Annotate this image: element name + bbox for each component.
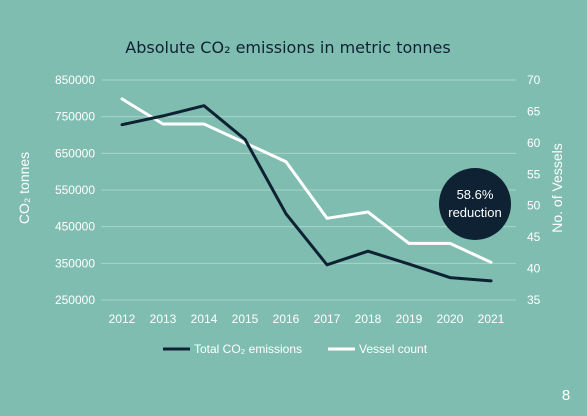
right-axis-title: No. of Vessels bbox=[549, 143, 565, 233]
left-tick-label-4: 450000 bbox=[55, 220, 95, 234]
right-tick-label-6: 40 bbox=[527, 262, 541, 276]
right-tick-label-3: 55 bbox=[527, 167, 541, 181]
x-tick-label-2015: 2015 bbox=[232, 312, 259, 326]
series-lines bbox=[120, 97, 493, 283]
left-tick-label-0: 850000 bbox=[55, 73, 95, 87]
series-line-emissions bbox=[120, 104, 493, 283]
right-tick-label-2: 60 bbox=[527, 136, 541, 150]
x-tick-label-2014: 2014 bbox=[191, 312, 218, 326]
x-tick-label-2020: 2020 bbox=[437, 312, 464, 326]
left-tick-label-3: 550000 bbox=[55, 183, 95, 197]
x-tick-label-2012: 2012 bbox=[109, 312, 136, 326]
right-tick-label-0: 70 bbox=[527, 73, 541, 87]
legend: Total CO₂ emissions Vessel count bbox=[163, 342, 428, 356]
left-tick-label-2: 650000 bbox=[55, 146, 95, 160]
left-tick-label-1: 750000 bbox=[55, 110, 95, 124]
gridlines bbox=[101, 79, 516, 301]
chart-title: Absolute CO₂ emissions in metric tonnes bbox=[125, 38, 450, 57]
legend-label-vessels: Vessel count bbox=[359, 342, 428, 356]
x-tick-label-2018: 2018 bbox=[355, 312, 382, 326]
reduction-badge-circle bbox=[439, 168, 511, 240]
page-number: 8 bbox=[562, 387, 570, 404]
reduction-label: reduction bbox=[448, 205, 501, 220]
x-tick-label-2013: 2013 bbox=[150, 312, 177, 326]
right-tick-label-7: 35 bbox=[527, 293, 541, 307]
right-axis-ticks: 70 65 60 55 50 45 40 35 bbox=[527, 73, 541, 307]
right-tick-label-5: 45 bbox=[527, 230, 541, 244]
series-line-vessel-count bbox=[120, 97, 493, 264]
right-tick-label-4: 50 bbox=[527, 199, 541, 213]
legend-label-emissions: Total CO₂ emissions bbox=[194, 342, 302, 356]
x-tick-label-2016: 2016 bbox=[273, 312, 300, 326]
left-tick-label-6: 250000 bbox=[55, 293, 95, 307]
x-tick-label-2021: 2021 bbox=[478, 312, 505, 326]
x-tick-label-2019: 2019 bbox=[396, 312, 423, 326]
left-axis-ticks: 850000 750000 650000 550000 450000 350000 2500… bbox=[55, 73, 95, 307]
right-tick-label-1: 65 bbox=[527, 104, 541, 118]
x-axis-ticks: 2012 2013 2014 2015 2016 2017 2018 2019 2020 2021 bbox=[109, 312, 505, 326]
reduction-percent: 58.6% bbox=[457, 187, 494, 202]
reduction-badge: 58.6% reduction bbox=[439, 168, 511, 240]
left-axis-title: CO₂ tonnes bbox=[16, 152, 32, 224]
x-tick-label-2017: 2017 bbox=[314, 312, 341, 326]
left-tick-label-5: 350000 bbox=[55, 256, 95, 270]
